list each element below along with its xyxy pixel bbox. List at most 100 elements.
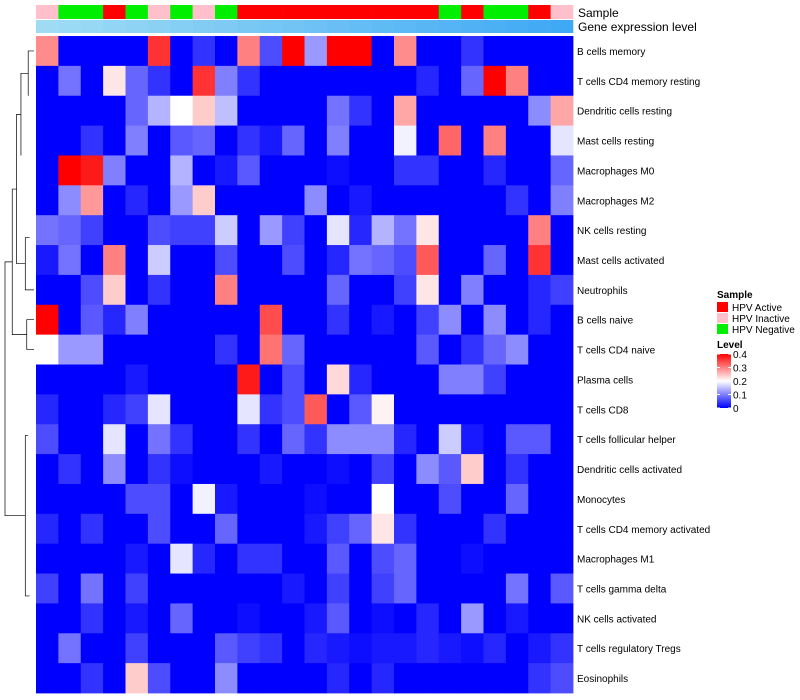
heatmap-cell xyxy=(192,394,216,425)
heatmap-cell xyxy=(192,454,216,485)
heatmap-cell xyxy=(103,155,126,186)
heatmap-cell xyxy=(528,334,552,365)
heatmap-cell xyxy=(237,274,261,306)
heatmap-cell xyxy=(215,95,238,126)
row-label: Macrophages M1 xyxy=(577,555,655,566)
heatmap-cell xyxy=(505,334,529,365)
heatmap-cell xyxy=(528,95,552,126)
sample-annotation-cell xyxy=(282,5,305,19)
gene-annotation-cell xyxy=(192,20,216,33)
row-label: T cells regulatory Tregs xyxy=(577,644,681,655)
sample-annotation-cell xyxy=(215,5,238,19)
gene-annotation-cell xyxy=(103,20,126,33)
heatmap-cell xyxy=(326,663,350,694)
heatmap-cell xyxy=(192,185,216,216)
heatmap-cell xyxy=(483,95,507,126)
heatmap-cell xyxy=(394,155,417,186)
row-label: Neutrophils xyxy=(577,286,628,297)
heatmap-cell xyxy=(80,185,104,216)
heatmap-cell xyxy=(170,245,194,276)
heatmap-cell xyxy=(170,185,194,216)
heatmap-cell xyxy=(461,274,484,306)
heatmap-cell xyxy=(170,543,194,574)
heatmap-cell xyxy=(550,334,574,365)
heatmap-cell xyxy=(416,274,440,306)
heatmap-cell xyxy=(550,513,574,545)
heatmap-cell xyxy=(416,513,440,545)
heatmap-cell xyxy=(147,245,171,276)
heatmap-cell xyxy=(237,125,261,156)
heatmap-cell xyxy=(349,125,373,156)
heatmap-cell xyxy=(103,364,126,395)
heatmap-cell xyxy=(528,424,552,455)
heatmap-cell xyxy=(349,245,373,276)
heatmap-cell xyxy=(326,513,350,545)
heatmap-cell xyxy=(349,394,373,425)
heatmap-cell xyxy=(394,364,417,395)
heatmap-cell xyxy=(215,573,238,604)
heatmap-cell xyxy=(304,364,328,395)
heatmap-cell xyxy=(125,304,149,336)
level-tick-label: 0 xyxy=(733,404,739,415)
heatmap-cell xyxy=(394,633,417,664)
heatmap-cell xyxy=(103,603,126,634)
level-tick-label: 0.2 xyxy=(733,377,747,388)
level-legend-title: Level xyxy=(717,340,743,351)
heatmap-cell xyxy=(528,513,552,545)
heatmap-cell xyxy=(80,633,104,664)
heatmap-cell xyxy=(371,95,395,126)
heatmap-cell xyxy=(170,95,194,126)
heatmap-cell xyxy=(103,36,126,67)
heatmap-cell xyxy=(483,155,507,186)
heatmap-cell xyxy=(483,633,507,664)
heatmap-cell xyxy=(170,483,194,515)
heatmap-cell xyxy=(505,424,529,455)
heatmap-cell xyxy=(125,125,149,156)
dendrogram-branch xyxy=(20,72,29,156)
heatmap-cell xyxy=(304,125,328,156)
heatmap-cell xyxy=(125,454,149,485)
heatmap-cell xyxy=(438,274,462,306)
heatmap-cell xyxy=(528,155,552,186)
heatmap-cell xyxy=(80,65,104,97)
heatmap-cell xyxy=(326,125,350,156)
gene-annotation-cell xyxy=(461,20,484,33)
heatmap-cell xyxy=(103,454,126,485)
row-label: Dendritic cells activated xyxy=(577,465,682,476)
heatmap-cell xyxy=(170,334,194,365)
heatmap-cell xyxy=(259,603,283,634)
heatmap-cell xyxy=(237,65,261,97)
heatmap-cell xyxy=(36,364,59,395)
heatmap-cell xyxy=(349,424,373,455)
gene-annotation-cell xyxy=(36,20,59,33)
heatmap-cell xyxy=(550,454,574,485)
heatmap-cell xyxy=(237,334,261,365)
heatmap-cell xyxy=(349,483,373,515)
heatmap-cell xyxy=(259,513,283,545)
sample-annotation-bar xyxy=(36,5,574,19)
heatmap-cell xyxy=(550,215,574,246)
sample-annotation-cell xyxy=(438,5,462,19)
heatmap-cell xyxy=(170,155,194,186)
heatmap-cell xyxy=(192,274,216,306)
dendrogram-branch xyxy=(24,237,34,291)
heatmap-cell xyxy=(394,543,417,574)
heatmap-cell xyxy=(349,65,373,97)
heatmap-cell xyxy=(170,274,194,306)
heatmap-cell xyxy=(125,95,149,126)
heatmap-cell xyxy=(416,304,440,336)
heatmap-cell xyxy=(259,155,283,186)
heatmap-cell xyxy=(282,334,305,365)
heatmap-cell xyxy=(125,274,149,306)
gene-annotation-cell xyxy=(58,20,82,33)
heatmap-cell xyxy=(505,185,529,216)
heatmap-cell xyxy=(371,274,395,306)
heatmap-cell xyxy=(192,95,216,126)
heatmap-cell xyxy=(371,65,395,97)
heatmap-cell xyxy=(237,394,261,425)
heatmap-cell xyxy=(103,185,126,216)
heatmap-cell xyxy=(125,155,149,186)
heatmap-cell xyxy=(259,36,283,67)
sample-annotation-cell xyxy=(505,5,529,19)
heatmap-cell xyxy=(103,573,126,604)
